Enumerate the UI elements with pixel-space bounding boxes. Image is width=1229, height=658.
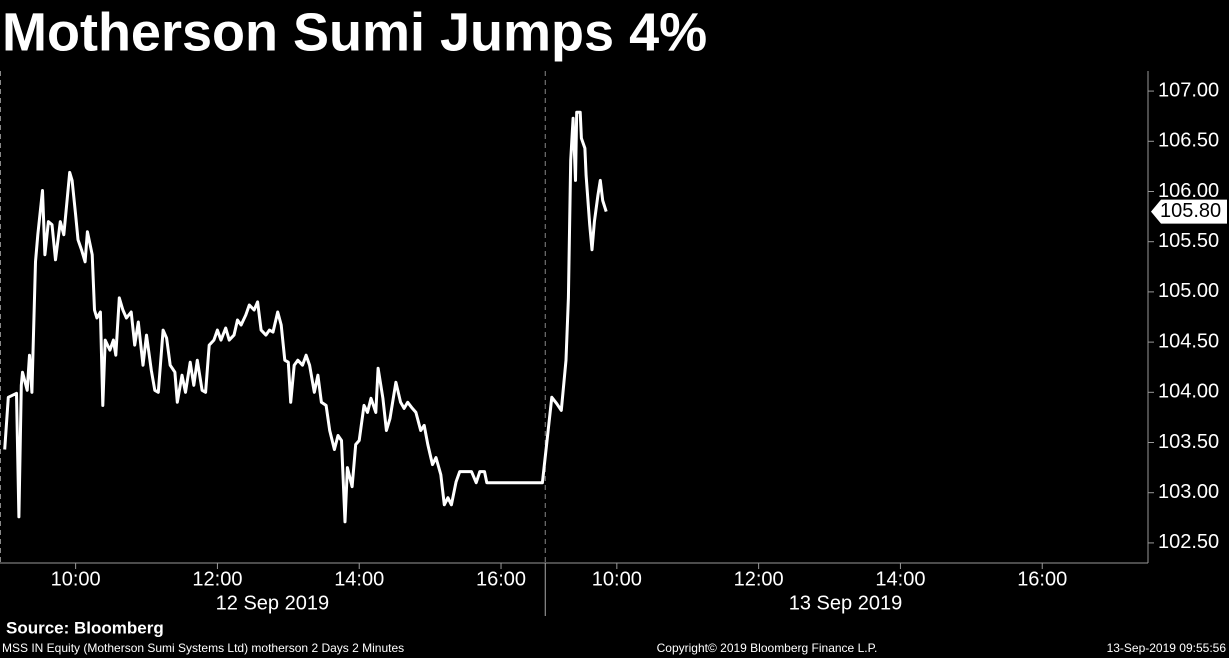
y-tick-label: 107.00 [1158,79,1219,101]
x-tick-label: 14:00 [334,568,384,590]
x-tick-label: 12:00 [734,568,784,590]
y-tick-label: 105.50 [1158,230,1219,252]
x-tick-label: 12:00 [192,568,242,590]
y-tick-label: 104.00 [1158,381,1219,403]
source: Source: Bloomberg [6,618,164,637]
y-tick-label: 103.00 [1158,481,1219,503]
y-tick-label: 105.00 [1158,280,1219,302]
x-tick-label: 16:00 [476,568,526,590]
date-label: 12 Sep 2019 [216,592,329,614]
last-value-tag [1151,199,1227,224]
chart-title: Motherson Sumi Jumps 4% [2,2,707,62]
x-tick-label: 10:00 [592,568,642,590]
last-value-label: 105.80 [1160,200,1221,222]
x-tick-label: 16:00 [1017,568,1067,590]
footer-timestamp: 13-Sep-2019 09:55:56 [1107,641,1227,655]
y-tick-label: 103.50 [1158,431,1219,453]
x-tick-label: 14:00 [875,568,925,590]
y-tick-label: 104.50 [1158,330,1219,352]
y-tick-label: 106.00 [1158,180,1219,202]
x-tick-label: 10:00 [51,568,101,590]
footer-description: MSS IN Equity (Motherson Sumi Systems Lt… [2,641,404,655]
y-tick-label: 106.50 [1158,130,1219,152]
y-tick-label: 102.50 [1158,531,1219,553]
price-line [3,110,608,524]
date-label: 13 Sep 2019 [789,592,902,614]
footer-copyright: Copyright© 2019 Bloomberg Finance L.P. [657,641,878,655]
